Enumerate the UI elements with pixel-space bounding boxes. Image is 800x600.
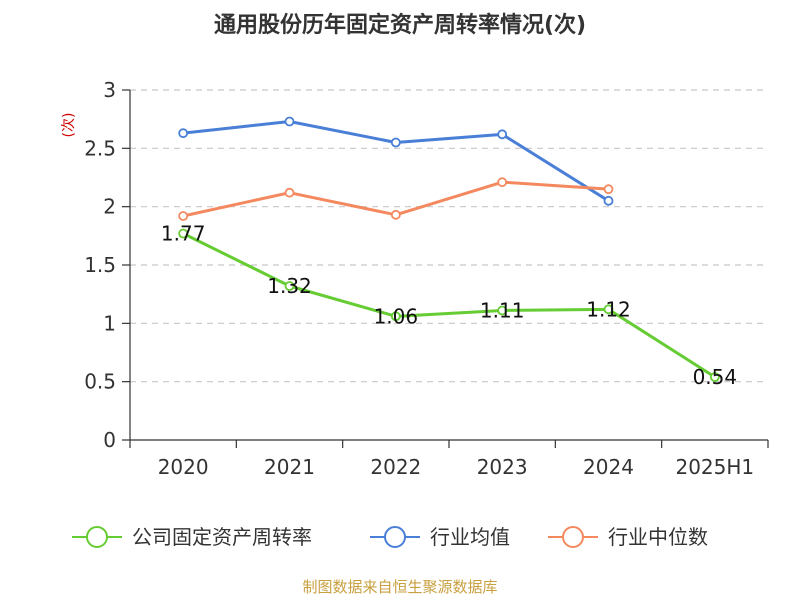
data-point bbox=[497, 129, 508, 140]
data-point bbox=[284, 281, 295, 291]
y-axis-label: (次) bbox=[61, 113, 77, 138]
series-group bbox=[178, 116, 720, 382]
data-point bbox=[284, 187, 295, 198]
legend: 公司固定资产周转率 行业均值 行业中位数 bbox=[72, 525, 708, 549]
legend-entry: 行业均值 bbox=[430, 525, 510, 549]
data-point bbox=[709, 372, 720, 382]
data-point bbox=[603, 304, 614, 315]
x-tick-label: 2022 bbox=[370, 455, 421, 479]
legend-entry: 公司固定资产周转率 bbox=[132, 525, 312, 549]
data-point bbox=[497, 177, 508, 188]
legend-entry: 行业中位数 bbox=[608, 525, 708, 549]
legend-marker bbox=[384, 526, 406, 548]
x-tick-label: 2024 bbox=[583, 455, 634, 479]
series-line bbox=[183, 120, 610, 203]
y-tick-label: 1.5 bbox=[84, 253, 116, 277]
data-point bbox=[390, 311, 401, 322]
data-label: 1.32 bbox=[267, 274, 312, 298]
x-tick-label: 2020 bbox=[158, 455, 209, 479]
axes bbox=[122, 89, 769, 448]
legend-marker bbox=[562, 526, 584, 548]
source-note: 制图数据来自恒生聚源数据库 bbox=[302, 578, 497, 596]
data-point bbox=[178, 228, 189, 239]
gridlines bbox=[130, 89, 768, 383]
y-tick-label: 2.5 bbox=[84, 136, 116, 160]
y-tick-labels: 0 0.5 1 1.5 2 2.5 3 bbox=[84, 78, 116, 452]
x-tick-labels: 2020 2021 2022 2023 2024 2025H1 bbox=[158, 455, 754, 479]
series-line bbox=[182, 232, 716, 379]
data-point bbox=[284, 116, 295, 127]
x-tick-label: 2025H1 bbox=[675, 455, 754, 479]
chart-title: 通用股份历年固定资产周转率情况(次) bbox=[214, 12, 586, 38]
data-point bbox=[497, 305, 508, 316]
data-point bbox=[178, 211, 189, 221]
data-point bbox=[390, 137, 401, 148]
data-label: 1.77 bbox=[161, 222, 206, 246]
data-label: 1.06 bbox=[374, 304, 419, 328]
data-labels: 1.77 1.32 1.06 1.11 1.12 0.54 bbox=[161, 222, 737, 390]
y-tick-label: 3 bbox=[103, 78, 116, 102]
y-tick-label: 0 bbox=[103, 428, 116, 452]
x-tick-label: 2021 bbox=[264, 455, 315, 479]
data-label: 1.11 bbox=[480, 299, 525, 323]
data-label: 0.54 bbox=[693, 365, 738, 389]
y-tick-label: 1 bbox=[103, 311, 116, 335]
data-point bbox=[603, 184, 614, 195]
x-tick-label: 2023 bbox=[477, 455, 528, 479]
y-tick-label: 0.5 bbox=[84, 370, 116, 394]
legend-marker bbox=[86, 526, 108, 548]
data-point bbox=[603, 195, 614, 206]
data-label: 1.12 bbox=[586, 297, 631, 321]
y-tick-label: 2 bbox=[103, 195, 116, 219]
data-point bbox=[178, 128, 189, 139]
data-point bbox=[390, 209, 401, 220]
